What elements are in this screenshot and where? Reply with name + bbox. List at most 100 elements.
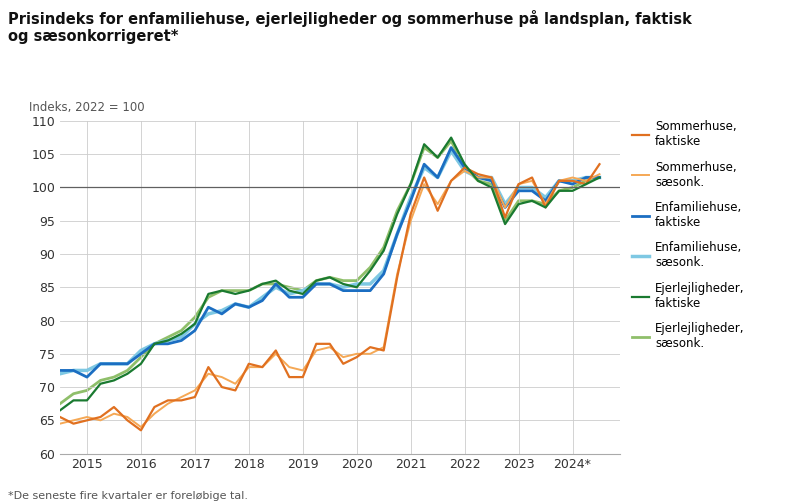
Enfamiliehuse,
sæsonk. bbox=[433, 174, 442, 180]
Sommerhuse,
faktiske bbox=[163, 397, 173, 403]
Ejerlejligheder,
faktiske bbox=[122, 371, 132, 377]
Sommerhuse,
faktiske bbox=[177, 397, 186, 403]
Sommerhuse,
faktiske bbox=[190, 394, 200, 400]
Ejerlejligheder,
faktiske bbox=[500, 221, 510, 227]
Enfamiliehuse,
faktiske bbox=[433, 174, 442, 180]
Enfamiliehuse,
faktiske bbox=[258, 297, 267, 303]
Sommerhuse,
faktiske bbox=[122, 417, 132, 423]
Enfamiliehuse,
sæsonk. bbox=[379, 268, 389, 274]
Sommerhuse,
faktiske bbox=[352, 354, 362, 360]
Ejerlejligheder,
sæsonk. bbox=[258, 281, 267, 287]
Ejerlejligheder,
sæsonk. bbox=[311, 278, 321, 284]
Enfamiliehuse,
faktiske bbox=[486, 178, 496, 184]
Sommerhuse,
sæsonk. bbox=[217, 374, 226, 380]
Ejerlejligheder,
faktiske bbox=[527, 198, 537, 204]
Sommerhuse,
faktiske bbox=[230, 388, 240, 394]
Ejerlejligheder,
sæsonk. bbox=[433, 155, 442, 161]
Sommerhuse,
sæsonk. bbox=[122, 414, 132, 420]
Enfamiliehuse,
faktiske bbox=[541, 198, 550, 204]
Text: Prisindeks for enfamiliehuse, ejerlejligheder og sommerhuse på landsplan, faktis: Prisindeks for enfamiliehuse, ejerlejlig… bbox=[8, 10, 692, 44]
Ejerlejligheder,
faktiske bbox=[150, 341, 159, 347]
Ejerlejligheder,
sæsonk. bbox=[325, 274, 334, 280]
Enfamiliehuse,
faktiske bbox=[190, 328, 200, 334]
Ejerlejligheder,
sæsonk. bbox=[96, 377, 106, 384]
Enfamiliehuse,
sæsonk. bbox=[203, 311, 213, 317]
Legend: Sommerhuse,
faktiske, Sommerhuse,
sæsonk., Enfamiliehuse,
faktiske, Enfamiliehus: Sommerhuse, faktiske, Sommerhuse, sæsonk… bbox=[631, 120, 745, 350]
Ejerlejligheder,
faktiske bbox=[419, 141, 429, 147]
Ejerlejligheder,
sæsonk. bbox=[136, 354, 146, 360]
Ejerlejligheder,
sæsonk. bbox=[109, 374, 118, 380]
Enfamiliehuse,
faktiske bbox=[379, 271, 389, 277]
Enfamiliehuse,
sæsonk. bbox=[338, 284, 348, 290]
Enfamiliehuse,
sæsonk. bbox=[109, 361, 118, 367]
Enfamiliehuse,
faktiske bbox=[96, 361, 106, 367]
Sommerhuse,
faktiske bbox=[500, 214, 510, 220]
Ejerlejligheder,
sæsonk. bbox=[177, 328, 186, 334]
Sommerhuse,
faktiske bbox=[446, 178, 456, 184]
Sommerhuse,
sæsonk. bbox=[285, 364, 294, 370]
Ejerlejligheder,
faktiske bbox=[298, 291, 307, 297]
Ejerlejligheder,
faktiske bbox=[258, 281, 267, 287]
Enfamiliehuse,
faktiske bbox=[177, 338, 186, 344]
Ejerlejligheder,
faktiske bbox=[271, 278, 281, 284]
Sommerhuse,
sæsonk. bbox=[541, 201, 550, 207]
Enfamiliehuse,
sæsonk. bbox=[122, 361, 132, 367]
Enfamiliehuse,
faktiske bbox=[122, 361, 132, 367]
Sommerhuse,
sæsonk. bbox=[433, 201, 442, 207]
Enfamiliehuse,
sæsonk. bbox=[230, 301, 240, 307]
Sommerhuse,
faktiske bbox=[338, 361, 348, 367]
Sommerhuse,
sæsonk. bbox=[392, 271, 402, 277]
Ejerlejligheder,
faktiske bbox=[285, 288, 294, 294]
Ejerlejligheder,
faktiske bbox=[311, 278, 321, 284]
Ejerlejligheder,
faktiske bbox=[325, 274, 334, 280]
Enfamiliehuse,
faktiske bbox=[230, 301, 240, 307]
Enfamiliehuse,
sæsonk. bbox=[352, 281, 362, 287]
Ejerlejligheder,
sæsonk. bbox=[366, 264, 375, 270]
Enfamiliehuse,
faktiske bbox=[55, 367, 65, 373]
Sommerhuse,
sæsonk. bbox=[486, 174, 496, 180]
Sommerhuse,
sæsonk. bbox=[582, 178, 591, 184]
Sommerhuse,
faktiske bbox=[69, 421, 78, 427]
Sommerhuse,
faktiske bbox=[486, 174, 496, 180]
Ejerlejligheder,
sæsonk. bbox=[392, 208, 402, 214]
Sommerhuse,
sæsonk. bbox=[258, 364, 267, 370]
Ejerlejligheder,
sæsonk. bbox=[446, 138, 456, 144]
Enfamiliehuse,
faktiske bbox=[554, 178, 564, 184]
Ejerlejligheder,
sæsonk. bbox=[203, 294, 213, 300]
Sommerhuse,
faktiske bbox=[109, 404, 118, 410]
Enfamiliehuse,
faktiske bbox=[352, 288, 362, 294]
Sommerhuse,
sæsonk. bbox=[69, 417, 78, 423]
Ejerlejligheder,
faktiske bbox=[460, 161, 470, 167]
Sommerhuse,
sæsonk. bbox=[500, 205, 510, 211]
Ejerlejligheder,
sæsonk. bbox=[244, 288, 254, 294]
Enfamiliehuse,
sæsonk. bbox=[406, 195, 415, 201]
Ejerlejligheder,
faktiske bbox=[217, 288, 226, 294]
Sommerhuse,
sæsonk. bbox=[338, 354, 348, 360]
Sommerhuse,
sæsonk. bbox=[554, 178, 564, 184]
Sommerhuse,
faktiske bbox=[460, 164, 470, 170]
Enfamiliehuse,
faktiske bbox=[217, 311, 226, 317]
Ejerlejligheder,
sæsonk. bbox=[298, 288, 307, 294]
Enfamiliehuse,
faktiske bbox=[392, 231, 402, 237]
Ejerlejligheder,
faktiske bbox=[55, 407, 65, 413]
Ejerlejligheder,
sæsonk. bbox=[514, 198, 523, 204]
Enfamiliehuse,
faktiske bbox=[311, 281, 321, 287]
Enfamiliehuse,
sæsonk. bbox=[594, 174, 604, 180]
Ejerlejligheder,
faktiske bbox=[379, 247, 389, 254]
Enfamiliehuse,
sæsonk. bbox=[514, 184, 523, 191]
Ejerlejligheder,
sæsonk. bbox=[69, 391, 78, 397]
Ejerlejligheder,
faktiske bbox=[190, 321, 200, 327]
Text: *De seneste fire kvartaler er foreløbige tal.: *De seneste fire kvartaler er foreløbige… bbox=[8, 491, 248, 501]
Ejerlejligheder,
faktiske bbox=[203, 291, 213, 297]
Sommerhuse,
sæsonk. bbox=[514, 181, 523, 187]
Sommerhuse,
sæsonk. bbox=[366, 351, 375, 357]
Sommerhuse,
faktiske bbox=[244, 361, 254, 367]
Enfamiliehuse,
faktiske bbox=[406, 198, 415, 204]
Enfamiliehuse,
sæsonk. bbox=[150, 341, 159, 347]
Ejerlejligheder,
faktiske bbox=[366, 268, 375, 274]
Ejerlejligheder,
faktiske bbox=[392, 211, 402, 217]
Ejerlejligheder,
sæsonk. bbox=[419, 145, 429, 151]
Ejerlejligheder,
sæsonk. bbox=[500, 218, 510, 224]
Enfamiliehuse,
sæsonk. bbox=[136, 347, 146, 353]
Sommerhuse,
faktiske bbox=[150, 404, 159, 410]
